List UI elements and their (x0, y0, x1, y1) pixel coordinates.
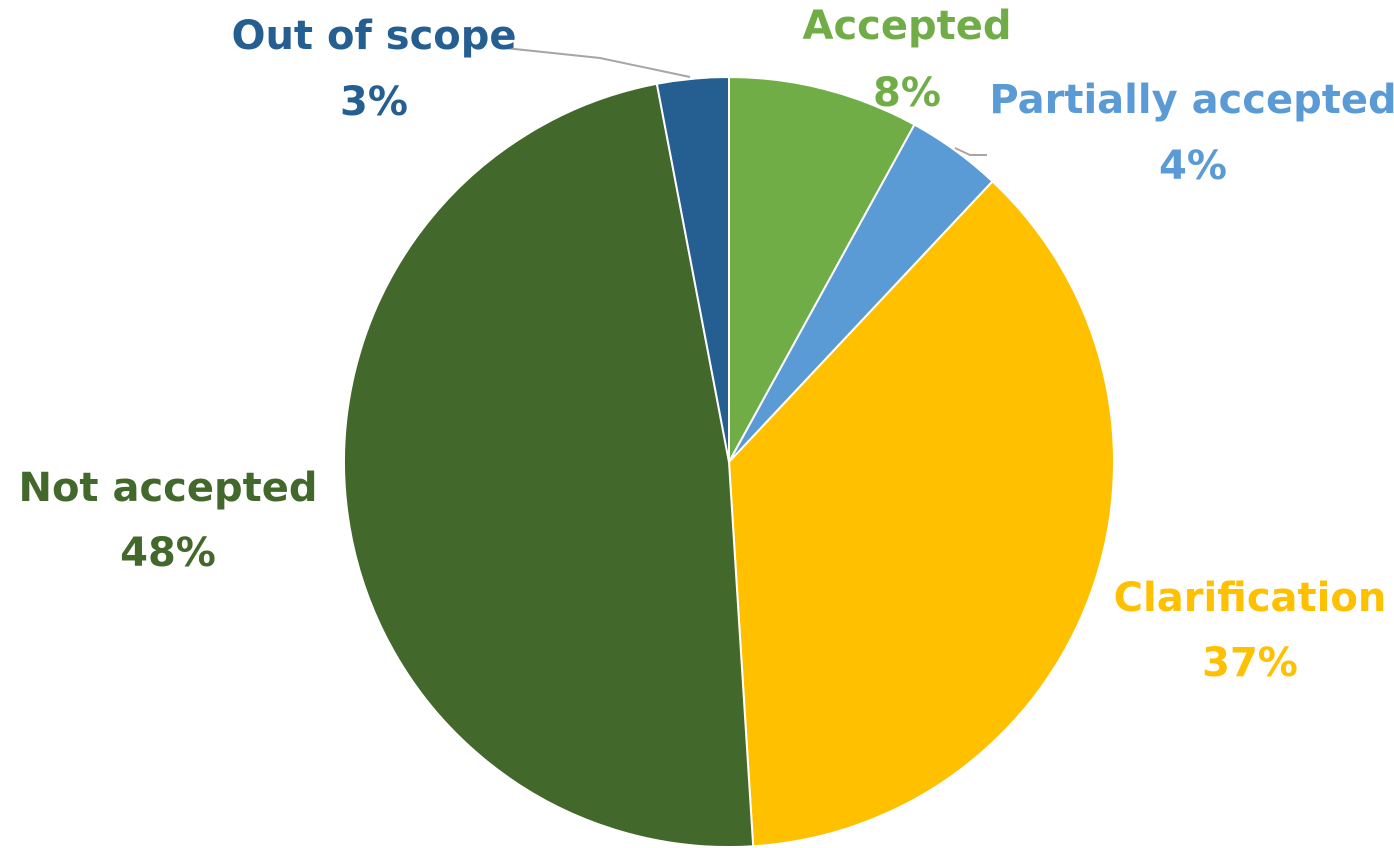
value-label: 37% (1202, 640, 1298, 686)
slice-label: Not accepted (18, 465, 317, 511)
value-label: 8% (873, 70, 941, 116)
slice (728, 75, 916, 463)
value-label: 3% (340, 79, 408, 125)
value-label: 48% (120, 530, 216, 576)
slice-label: Partially accepted (989, 77, 1394, 123)
slice (655, 75, 730, 463)
slice (343, 82, 755, 848)
slice-label: Accepted (802, 3, 1011, 49)
leader-line (954, 147, 987, 156)
slice (727, 179, 1115, 848)
slice-label: Clarification (1114, 575, 1387, 621)
slices (343, 75, 1115, 848)
slice-label: Out of scope (231, 13, 516, 59)
value-label: 4% (1159, 143, 1227, 189)
leader-line (504, 47, 691, 78)
